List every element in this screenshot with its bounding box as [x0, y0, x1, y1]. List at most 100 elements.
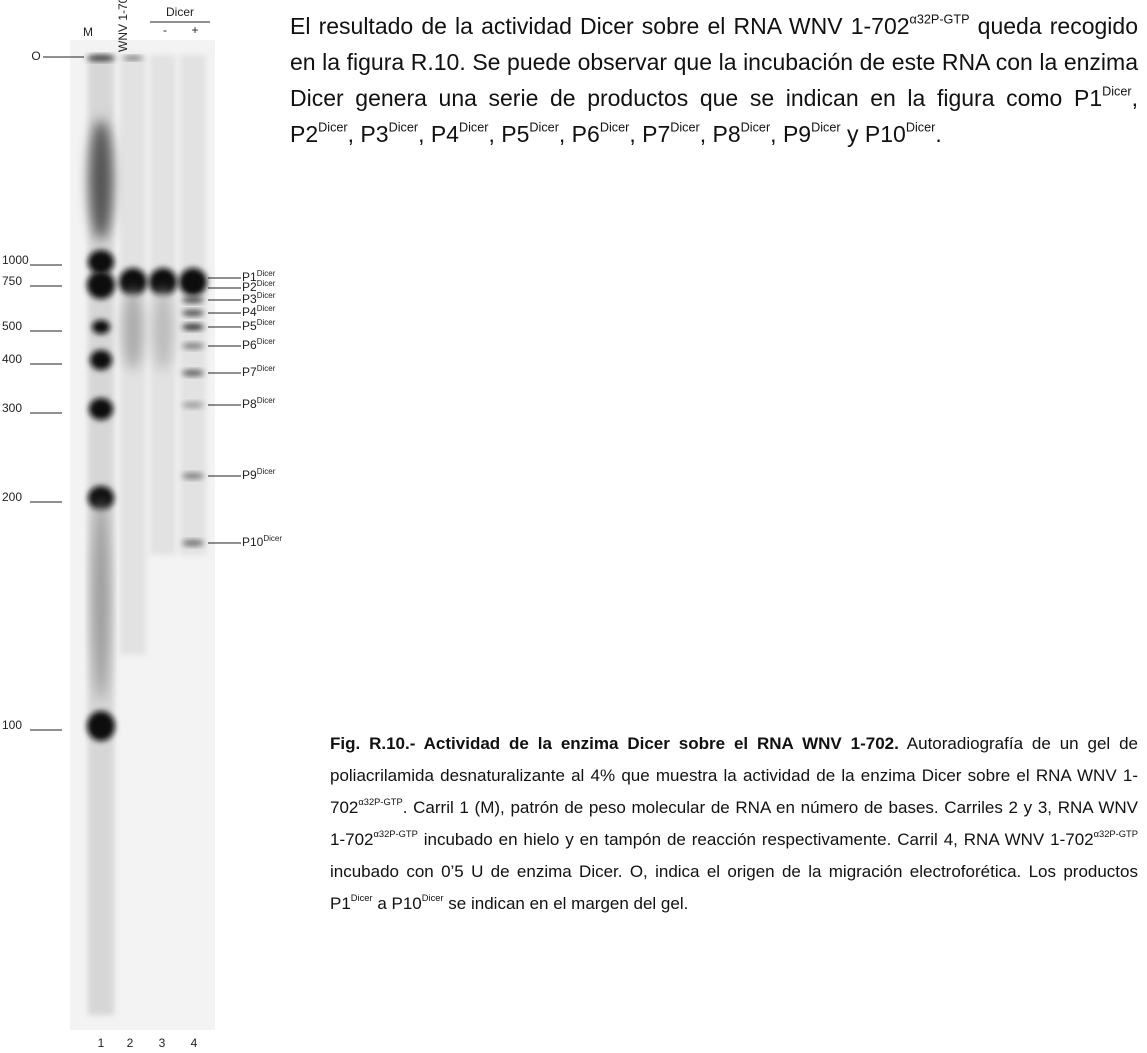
product-name: P10: [242, 535, 264, 549]
superscript: α32P-GTP: [358, 797, 402, 807]
text-run: a P10: [373, 894, 422, 913]
caption-title: Fig. R.10.- Actividad de la enzima Dicer…: [330, 734, 899, 753]
superscript: α32P-GTP: [373, 829, 417, 839]
product-label: P6Dicer: [242, 337, 276, 352]
text-run: incubado en hielo y en tampón de reacció…: [418, 830, 1094, 849]
size-marker: 750: [2, 274, 22, 288]
size-marker: 300: [2, 401, 22, 415]
lane-number: 3: [159, 1036, 166, 1050]
size-marker: 100: [2, 718, 22, 732]
band: [182, 402, 204, 408]
figure-caption: Fig. R.10.- Actividad de la enzima Dicer…: [330, 728, 1138, 920]
text-run: se indican en el margen del gel.: [444, 894, 689, 913]
superscript: Dicer: [670, 120, 700, 134]
band: [123, 290, 143, 370]
superscript: Dicer: [389, 120, 419, 134]
lane-number: 2: [127, 1036, 134, 1050]
group-label: Dicer: [166, 5, 194, 19]
text-run: , P6: [559, 121, 600, 147]
superscript: Dicer: [351, 893, 373, 903]
minus-label: -: [163, 23, 167, 37]
superscript: Dicer: [906, 120, 936, 134]
product-name: P3: [242, 292, 257, 306]
product-superscript: Dicer: [257, 279, 276, 288]
product-superscript: Dicer: [257, 318, 276, 327]
band: [182, 370, 204, 376]
text-run: , P7: [629, 121, 670, 147]
product-label: P8Dicer: [242, 396, 276, 411]
product-superscript: Dicer: [257, 467, 276, 476]
size-marker: 1000: [2, 253, 29, 267]
band: [182, 324, 204, 330]
product-name: P8: [242, 397, 257, 411]
lane-number: 4: [191, 1036, 198, 1050]
band: [89, 120, 113, 240]
text-run: , P4: [418, 121, 459, 147]
band: [153, 290, 173, 370]
origin-label: O: [31, 49, 40, 63]
band: [179, 268, 207, 296]
band: [92, 320, 110, 334]
page-body: M WNV 1-702 Dicer - + O 1000 750 500 400 300 200 100…: [0, 0, 1147, 1053]
text-run: El resultado de la actividad Dicer sobre…: [290, 13, 910, 39]
product-superscript: Dicer: [257, 364, 276, 373]
superscript: Dicer: [422, 893, 444, 903]
band: [182, 297, 204, 303]
band: [182, 310, 204, 316]
product-name: P5: [242, 319, 257, 333]
product-name: P6: [242, 338, 257, 352]
product-superscript: Dicer: [257, 396, 276, 405]
text-run: , P9: [770, 121, 811, 147]
text-run: , P5: [488, 121, 529, 147]
product-name: P4: [242, 305, 257, 319]
size-marker: 200: [2, 490, 22, 504]
size-marker: 400: [2, 352, 22, 366]
band: [182, 540, 204, 546]
superscript: Dicer: [600, 120, 630, 134]
band: [87, 271, 115, 299]
band: [87, 55, 115, 61]
superscript: Dicer: [811, 120, 841, 134]
band: [90, 350, 112, 370]
text-run: .: [935, 121, 941, 147]
band: [88, 250, 114, 274]
product-superscript: Dicer: [257, 337, 276, 346]
superscript: α32P-GTP: [1094, 829, 1138, 839]
superscript: Dicer: [1102, 84, 1132, 98]
lane-number: 1: [98, 1036, 105, 1050]
product-superscript: Dicer: [257, 304, 276, 313]
product-superscript: Dicer: [257, 269, 276, 278]
band: [182, 473, 204, 479]
superscript: α32P-GTP: [910, 12, 970, 26]
superscript: Dicer: [459, 120, 489, 134]
text-run: y P10: [841, 121, 906, 147]
text-run: , P8: [700, 121, 741, 147]
lane-smear: [180, 55, 206, 555]
product-label: P9Dicer: [242, 467, 276, 482]
caption-body: Autoradiografía de un gel de poliacrilam…: [330, 734, 1138, 913]
rotated-lane-label: WNV 1-702: [116, 0, 130, 52]
product-label: P10Dicer: [242, 534, 282, 549]
superscript: Dicer: [318, 120, 348, 134]
superscript: Dicer: [741, 120, 771, 134]
band: [93, 500, 109, 700]
superscript: Dicer: [529, 120, 559, 134]
product-label: P4Dicer: [242, 304, 276, 319]
plus-label: +: [191, 23, 198, 37]
product-superscript: Dicer: [257, 291, 276, 300]
band: [182, 343, 204, 349]
product-label: P5Dicer: [242, 318, 276, 333]
band: [123, 56, 143, 60]
size-marker: 500: [2, 319, 22, 333]
page: Fig. R.10 {"gel": { "lane_header": "M", …: [0, 0, 1147, 1053]
band: [89, 398, 113, 420]
product-superscript: Dicer: [263, 534, 282, 543]
lane-header: M: [83, 25, 93, 39]
band: [87, 711, 115, 741]
text-run: , P3: [348, 121, 389, 147]
product-label: P7Dicer: [242, 364, 276, 379]
body-paragraph: El resultado de la actividad Dicer sobre…: [290, 8, 1138, 152]
gel-figure: M WNV 1-702 Dicer - + O 1000 750 500 400 300 200 100…: [0, 0, 290, 1053]
product-name: P7: [242, 365, 257, 379]
product-name: P9: [242, 468, 257, 482]
